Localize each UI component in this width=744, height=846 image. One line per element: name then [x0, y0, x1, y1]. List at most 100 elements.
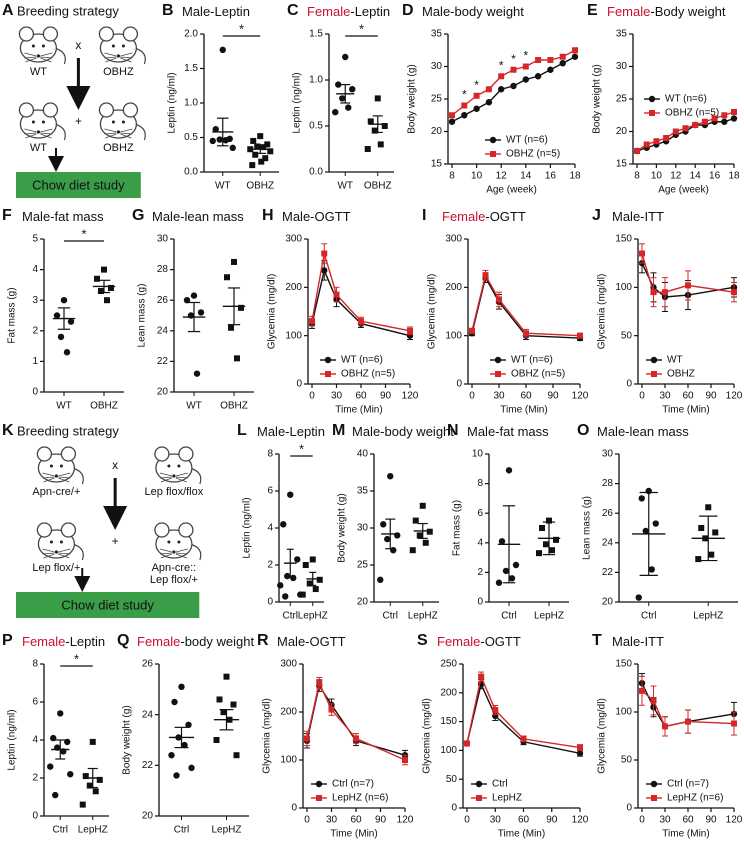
data-point	[672, 128, 679, 135]
legend-label: OBHZ (n=5)	[511, 369, 565, 380]
y-tick-label: 25	[357, 560, 369, 571]
data-point	[712, 529, 719, 536]
data-point	[721, 112, 728, 119]
data-point	[223, 673, 230, 680]
x-tick-label: 90	[705, 391, 717, 402]
data-point	[284, 572, 291, 580]
legend-marker	[648, 95, 656, 103]
data-point	[309, 318, 315, 325]
y-tick-label: 28	[602, 478, 614, 489]
y-tick-label: 22	[157, 356, 169, 367]
y-tick-label: 0.0	[184, 167, 198, 178]
y-axis-label: Leptin (ng/ml)	[7, 709, 18, 770]
mouse	[154, 522, 202, 561]
x-tick-label: LepHZ	[211, 825, 241, 836]
y-tick-label: 0	[451, 803, 457, 814]
data-point	[228, 324, 234, 331]
y-tick-label: 35	[431, 29, 443, 40]
data-point	[316, 680, 323, 687]
y-axis-label: Leptin (ng/ml)	[167, 72, 178, 133]
y-tick-label: 0	[296, 379, 302, 390]
x-tick-label: 30	[490, 815, 502, 826]
x-tick-label: 30	[493, 391, 505, 402]
y-tick-label: 22	[142, 760, 154, 771]
x-tick-label: Ctrl	[641, 611, 657, 622]
data-point	[708, 551, 715, 558]
series-line	[471, 273, 581, 337]
y-tick-label: 0.5	[309, 121, 323, 132]
x-axis-label: Time (Min)	[662, 829, 709, 840]
legend-label: WT (n=6)	[511, 355, 553, 366]
legend-marker	[650, 780, 658, 788]
data-point	[448, 118, 456, 125]
panel-letter: C	[287, 2, 299, 19]
x-tick-label: 14	[520, 171, 532, 182]
data-point	[188, 764, 195, 772]
legend-label: WT	[667, 355, 683, 366]
significance-star: *	[511, 52, 516, 66]
x-tick-label: 90	[705, 815, 717, 826]
data-point	[89, 738, 96, 745]
data-point	[197, 309, 205, 316]
data-point	[342, 53, 349, 61]
x-tick-label: 8	[634, 171, 640, 182]
y-tick-label: 6	[32, 697, 38, 708]
data-point	[422, 539, 429, 546]
chart-title: Male-OGTT	[282, 209, 351, 224]
title-run: Male-body weight	[352, 424, 454, 439]
y-axis-label: Fat mass (g)	[452, 500, 463, 556]
y-tick-label: 250	[440, 659, 457, 670]
data-point	[416, 532, 423, 539]
data-point	[426, 528, 433, 535]
title-run: Male-ITT	[612, 634, 664, 649]
data-point	[711, 115, 718, 122]
y-axis-label: Fat mass (g)	[7, 287, 18, 343]
mouse	[154, 446, 202, 485]
legend-label: WT (n=6)	[506, 135, 548, 146]
significance-star: *	[74, 651, 79, 666]
x-tick-label: 120	[572, 391, 589, 402]
data-point	[222, 137, 229, 144]
data-point	[108, 284, 114, 291]
x-tick-label: 60	[518, 815, 530, 826]
x-tick-label: 12	[670, 171, 682, 182]
data-point	[349, 86, 356, 93]
y-tick-label: 28	[157, 264, 169, 275]
y-tick-label: 5	[32, 234, 38, 245]
data-point	[510, 82, 517, 90]
x-tick-label: 0	[639, 815, 645, 826]
data-point	[302, 562, 309, 568]
data-point	[304, 735, 310, 742]
data-point	[321, 250, 328, 257]
significance-star: *	[239, 21, 244, 36]
y-tick-label: 40	[357, 449, 369, 460]
title-run: Male-fat mass	[467, 424, 549, 439]
y-tick-label: 200	[280, 707, 297, 718]
y-axis-label: Glycemia (mg/dl)	[597, 698, 608, 774]
data-point	[498, 538, 506, 545]
diagram-title: Breeding strategy	[17, 423, 119, 438]
data-point	[461, 102, 468, 109]
data-point	[639, 250, 645, 257]
y-axis-label: Glycemia (mg/dl)	[597, 274, 608, 350]
data-point	[321, 267, 328, 274]
y-tick-label: 150	[440, 716, 457, 727]
panel-letter: A	[2, 2, 14, 19]
chart-title: Male-fat mass	[22, 209, 104, 224]
y-tick-label: 100	[285, 330, 302, 341]
data-point	[473, 105, 480, 112]
y-tick-label: 300	[285, 234, 302, 245]
y-tick-label: 200	[445, 282, 462, 293]
x-tick-label: 90	[546, 815, 558, 826]
data-point	[79, 801, 86, 808]
data-point	[449, 112, 455, 119]
chart-title: Female-Leptin	[307, 4, 390, 19]
data-point	[358, 318, 364, 325]
data-point	[643, 141, 650, 148]
panel-letter: G	[132, 207, 144, 224]
y-axis-label: Body weight (g)	[122, 705, 133, 774]
data-point	[249, 162, 256, 169]
data-point	[185, 721, 192, 728]
chart-title: Male-ITT	[612, 209, 664, 224]
y-tick-label: 0.0	[309, 167, 323, 178]
